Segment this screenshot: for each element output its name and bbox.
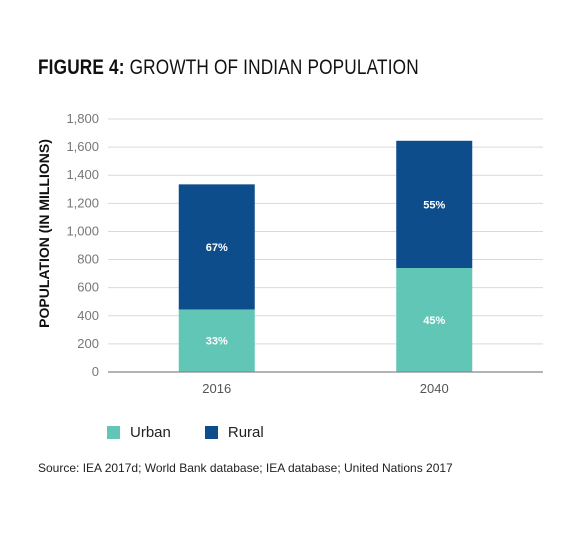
- bar-rural-2040: [396, 140, 473, 268]
- figure-label: FIGURE 4:: [38, 56, 125, 79]
- legend-label-rural: Rural: [227, 424, 264, 441]
- bar-label-rural-2016: 67%: [206, 242, 228, 254]
- legend-swatch-rural: [204, 426, 218, 439]
- population-chart: 0 200 400 600 800 1,000 1,200 1,400 1,600 1,800 PO…: [36, 111, 543, 396]
- y-tick-label: 1,600: [66, 139, 99, 154]
- y-tick-label: 200: [77, 336, 99, 351]
- y-tick-label: 1,400: [66, 167, 99, 182]
- y-axis-title: POPULATION (IN MILLIONS): [36, 139, 52, 328]
- y-tick-label: 0: [92, 364, 99, 379]
- legend-item-urban: Urban: [107, 424, 171, 441]
- x-tick-label: 2016: [202, 381, 231, 396]
- legend-label-urban: Urban: [130, 424, 171, 441]
- y-tick-label: 800: [77, 252, 99, 267]
- y-tick-label: 1,800: [66, 111, 99, 126]
- legend-swatch-urban: [107, 426, 120, 439]
- legend-item-rural: Rural: [204, 424, 264, 441]
- bar-urban-2016: [178, 309, 255, 372]
- legend: Urban Rural: [107, 424, 298, 441]
- chart-title: FIGURE 4: GROWTH OF INDIAN POPULATION: [38, 56, 419, 80]
- y-tick-label: 400: [77, 308, 99, 323]
- bar-label-urban-2016: 33%: [206, 336, 228, 348]
- source-note: Source: IEA 2017d; World Bank database; …: [38, 461, 453, 475]
- y-tick-label: 1,000: [66, 223, 99, 238]
- y-tick-label: 600: [77, 280, 99, 295]
- bar-urban-2040: [396, 267, 473, 372]
- x-tick-label: 2040: [420, 381, 449, 396]
- bar-rural-2016: [178, 184, 255, 310]
- bar-label-urban-2040: 45%: [423, 315, 445, 327]
- y-tick-label: 1,200: [66, 195, 99, 210]
- figure-title: GROWTH OF INDIAN POPULATION: [129, 56, 419, 79]
- bar-label-rural-2040: 55%: [423, 199, 445, 211]
